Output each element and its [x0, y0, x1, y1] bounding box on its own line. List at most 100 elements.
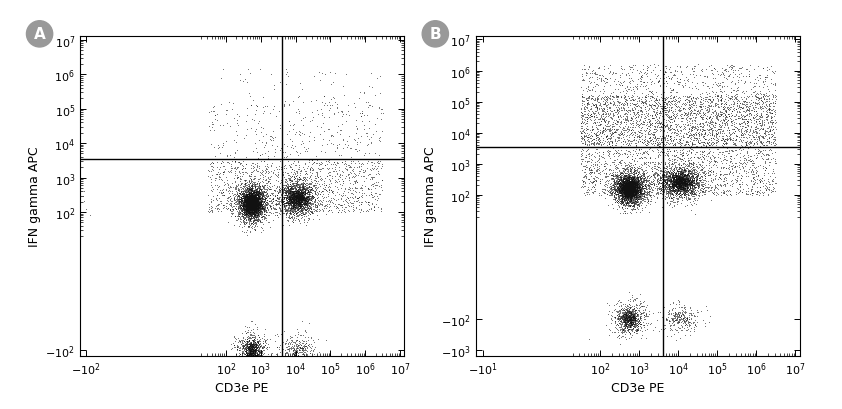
- Point: [242, 202, 255, 209]
- Point: [621, 315, 635, 321]
- Point: [247, 338, 260, 345]
- Point: [280, 189, 294, 196]
- Point: [679, 185, 692, 191]
- Point: [623, 183, 637, 189]
- Point: [631, 327, 644, 333]
- Point: [633, 180, 647, 187]
- Point: [672, 171, 685, 177]
- Point: [658, 178, 672, 184]
- Point: [354, 133, 368, 139]
- Point: [616, 151, 629, 157]
- Point: [440, 189, 454, 195]
- Point: [650, 146, 663, 153]
- Point: [307, 134, 321, 141]
- Point: [248, 202, 261, 208]
- Point: [299, 191, 312, 198]
- Point: [630, 175, 643, 182]
- Point: [337, 169, 350, 176]
- Point: [234, 194, 248, 201]
- Point: [620, 190, 633, 197]
- Point: [674, 322, 688, 328]
- Point: [756, 136, 770, 142]
- Point: [621, 184, 634, 190]
- Point: [286, 182, 300, 189]
- Point: [625, 182, 638, 189]
- Point: [613, 327, 626, 334]
- Point: [283, 194, 296, 201]
- Point: [279, 202, 292, 209]
- Point: [673, 184, 686, 191]
- Point: [701, 83, 714, 90]
- Point: [246, 206, 259, 213]
- Point: [724, 192, 738, 199]
- Point: [246, 181, 259, 188]
- Point: [621, 312, 635, 319]
- Point: [622, 188, 636, 194]
- Point: [622, 182, 636, 189]
- Point: [627, 174, 641, 181]
- Point: [237, 353, 251, 360]
- Point: [260, 205, 274, 211]
- Point: [687, 182, 701, 189]
- Point: [244, 195, 258, 201]
- Point: [295, 196, 308, 203]
- Point: [619, 180, 632, 186]
- Point: [259, 169, 273, 175]
- Point: [695, 166, 708, 173]
- Point: [252, 217, 265, 224]
- Point: [616, 313, 629, 320]
- Point: [232, 193, 246, 199]
- Point: [253, 207, 267, 213]
- Point: [621, 193, 635, 200]
- Point: [251, 212, 264, 218]
- Point: [279, 165, 292, 171]
- Point: [627, 189, 641, 195]
- Point: [286, 193, 300, 200]
- Point: [290, 182, 303, 189]
- Point: [633, 182, 647, 189]
- Point: [248, 197, 262, 204]
- Point: [61, 335, 75, 342]
- Point: [298, 169, 312, 175]
- Point: [296, 187, 309, 194]
- Point: [700, 74, 713, 81]
- Point: [679, 153, 693, 160]
- Point: [632, 182, 645, 188]
- Point: [282, 200, 296, 207]
- Point: [623, 107, 637, 114]
- Point: [625, 182, 638, 189]
- Point: [646, 166, 659, 173]
- Point: [661, 182, 674, 189]
- Point: [426, 180, 440, 186]
- Point: [689, 185, 702, 192]
- Point: [671, 129, 685, 135]
- Point: [674, 180, 688, 186]
- Point: [626, 194, 640, 201]
- Point: [615, 131, 628, 138]
- Point: [591, 94, 605, 101]
- Point: [726, 137, 739, 144]
- Point: [280, 348, 293, 355]
- Point: [301, 205, 315, 212]
- Point: [706, 119, 719, 126]
- Point: [253, 202, 266, 208]
- Point: [629, 187, 642, 193]
- Point: [592, 107, 605, 113]
- Point: [725, 65, 738, 72]
- Point: [248, 174, 261, 180]
- Point: [226, 184, 240, 191]
- Point: [590, 105, 604, 112]
- Point: [248, 209, 261, 215]
- Point: [627, 177, 641, 184]
- Point: [629, 196, 642, 203]
- Point: [685, 182, 699, 188]
- Point: [349, 105, 362, 111]
- Point: [614, 121, 627, 127]
- Point: [630, 180, 643, 186]
- Point: [622, 190, 636, 197]
- Point: [690, 182, 703, 189]
- Point: [245, 199, 258, 206]
- Point: [626, 179, 640, 185]
- Point: [686, 166, 700, 173]
- Point: [283, 178, 296, 184]
